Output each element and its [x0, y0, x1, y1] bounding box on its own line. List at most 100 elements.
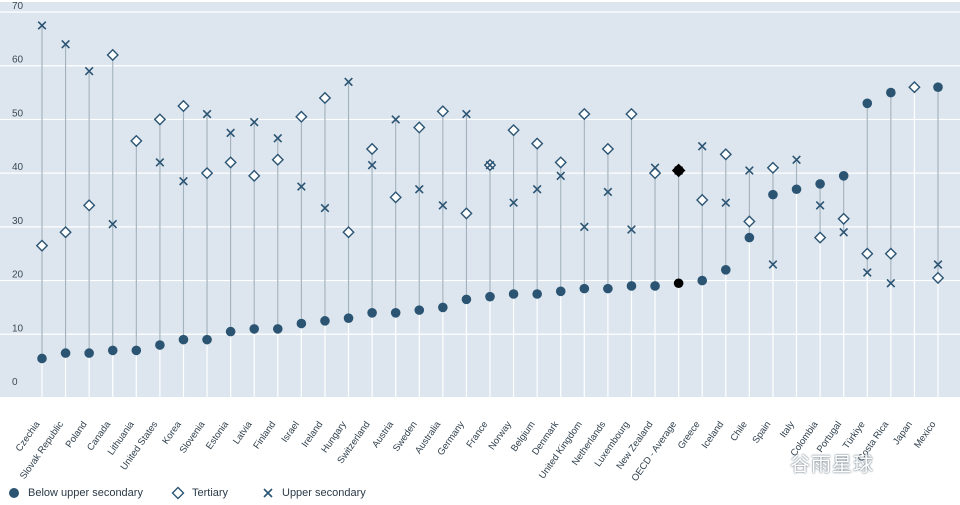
legend-label-tertiary: Tertiary	[192, 487, 229, 499]
upper-secondary-point	[815, 201, 825, 210]
tertiary-point	[130, 134, 143, 148]
x-tick-label: Israel	[279, 419, 301, 444]
upper-secondary-point	[84, 66, 94, 76]
below-upper-secondary-point	[650, 281, 660, 291]
tertiary-point	[813, 231, 827, 244]
upper-secondary-point	[462, 109, 471, 119]
upper-secondary-point	[697, 141, 707, 151]
upper-secondary-point	[273, 133, 283, 143]
upper-secondary-point	[886, 278, 896, 288]
tertiary-point	[931, 271, 945, 285]
legend-item-below-upper-secondary: Below upper secondary	[6, 486, 143, 500]
tertiary-point	[318, 91, 332, 105]
tertiary-point	[177, 99, 190, 113]
below-upper-secondary-point	[720, 265, 731, 275]
upper-secondary-point	[862, 268, 872, 277]
upper-secondary-point	[108, 219, 118, 229]
legend-label-below: Below upper secondary	[28, 487, 143, 499]
below-upper-secondary-point	[202, 334, 212, 345]
below-upper-secondary-point	[933, 82, 943, 92]
legend-item-tertiary: Tertiary	[170, 486, 228, 500]
upper-secondary-point	[37, 21, 47, 30]
upper-secondary-point	[202, 109, 212, 119]
upper-secondary-point	[297, 182, 306, 191]
x-tick-label: Mexico	[912, 419, 938, 450]
below-upper-secondary-point	[107, 345, 118, 356]
upper-secondary-point	[933, 260, 943, 269]
below-upper-secondary-point	[225, 326, 236, 337]
below-upper-secondary-point	[438, 302, 448, 313]
upper-secondary-point	[556, 171, 566, 181]
upper-secondary-point	[792, 155, 801, 165]
circle-marker-icon	[9, 488, 19, 498]
upper-secondary-point	[745, 166, 754, 175]
below-upper-secondary-point	[367, 308, 377, 318]
below-upper-secondary-point	[626, 281, 637, 291]
upper-secondary-point	[721, 198, 731, 208]
y-tick-label: 60	[12, 55, 24, 66]
below-upper-secondary-point	[791, 184, 802, 195]
upper-secondary-point	[414, 184, 424, 194]
x-tick-label: Italy	[778, 419, 797, 440]
upper-secondary-point	[627, 225, 636, 234]
tertiary-point	[719, 148, 732, 161]
upper-secondary-point	[438, 201, 448, 210]
tertiary-point	[625, 107, 638, 121]
upper-secondary-point	[226, 128, 235, 138]
upper-secondary-point	[768, 260, 778, 269]
tertiary-point	[389, 191, 402, 204]
y-tick-label: 0	[12, 377, 18, 388]
tertiary-point	[696, 193, 709, 207]
upper-secondary-point	[839, 227, 849, 237]
tertiary-point	[224, 156, 237, 169]
x-tick-label: Iceland	[700, 419, 727, 450]
tertiary-point	[601, 142, 615, 156]
y-tick-label: 10	[12, 323, 24, 334]
below-upper-secondary-point	[697, 275, 708, 286]
data-markers	[35, 21, 945, 364]
legend-item-upper-secondary: Upper secondary	[260, 486, 366, 500]
tertiary-point	[507, 123, 520, 137]
tertiary-point	[59, 226, 72, 239]
y-tick-label: 30	[12, 216, 24, 227]
upper-secondary-point	[509, 198, 518, 208]
below-upper-secondary-point	[84, 348, 94, 358]
tertiary-point	[295, 110, 308, 123]
upper-secondary-point	[179, 176, 188, 186]
x-tick-label: Latvia	[231, 419, 255, 447]
below-upper-secondary-point	[768, 189, 778, 200]
plot-background	[0, 2, 960, 397]
x-tick-label: Greece	[676, 419, 703, 451]
below-upper-secondary-point	[532, 289, 542, 299]
upper-secondary-point	[674, 166, 683, 175]
tertiary-point	[743, 215, 756, 228]
y-tick-label: 50	[12, 108, 24, 119]
below-upper-secondary-point	[320, 316, 330, 326]
tertiary-point	[436, 105, 450, 118]
x-tick-label: Spain	[750, 419, 773, 445]
below-upper-secondary-point	[60, 348, 71, 358]
below-upper-secondary-point	[555, 286, 566, 297]
below-upper-secondary-point	[249, 324, 260, 334]
below-upper-secondary-point	[508, 289, 519, 299]
y-tick-label: 40	[12, 162, 24, 173]
upper-secondary-point	[485, 160, 495, 170]
y-axis-ticks: 0 10 20 30 40 50 60 70	[12, 1, 24, 388]
upper-secondary-point	[532, 184, 542, 194]
tertiary-point	[908, 81, 921, 94]
cross-marker-icon	[263, 488, 273, 498]
diamond-marker-icon	[171, 486, 185, 500]
below-upper-secondary-point	[744, 232, 755, 243]
below-upper-secondary-point	[390, 308, 401, 318]
below-upper-secondary-point	[603, 283, 613, 294]
x-tick-label: Finland	[251, 419, 278, 451]
upper-secondary-point	[579, 222, 589, 232]
upper-secondary-point	[391, 115, 401, 124]
below-upper-secondary-point	[815, 179, 825, 189]
upper-secondary-point	[155, 158, 165, 167]
tertiary-point	[530, 137, 544, 150]
x-tick-label: Slovenia	[178, 419, 208, 456]
tertiary-point	[82, 199, 96, 212]
below-upper-secondary-point	[673, 278, 684, 289]
plot-area	[0, 2, 960, 397]
